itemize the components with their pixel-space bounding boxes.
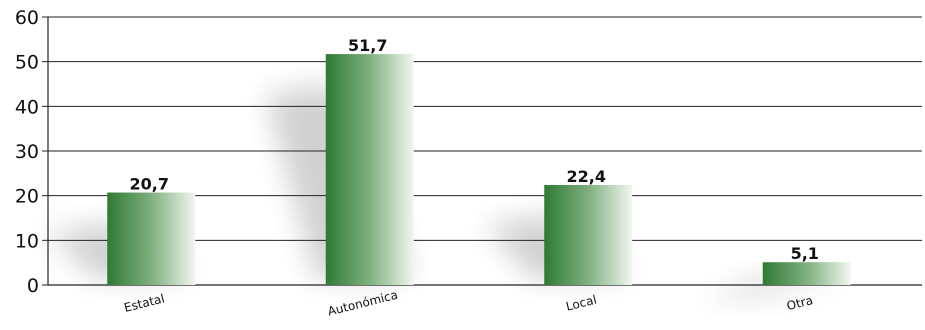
value-label: 51,7 <box>348 36 387 55</box>
x-tick-label: Autonómica <box>326 288 399 319</box>
bar-otra <box>762 262 851 285</box>
y-tick-label: 30 <box>15 141 39 163</box>
bar-estatal <box>107 192 196 285</box>
y-tick-label: 60 <box>15 7 39 29</box>
category-labels: Estatal Autonómica Local Otra <box>123 288 815 319</box>
value-label: 5,1 <box>791 244 819 263</box>
value-label: 22,4 <box>567 167 606 186</box>
x-tick-label: Estatal <box>123 291 166 315</box>
y-tick-label: 40 <box>15 96 39 118</box>
y-tick-label: 50 <box>15 52 39 74</box>
x-tick-label: Otra <box>785 293 814 313</box>
y-tick-label: 10 <box>15 230 39 252</box>
x-tick-label: Local <box>564 293 598 314</box>
y-tick-label: 0 <box>27 275 39 297</box>
bars <box>107 54 851 285</box>
bar-autonómica <box>325 54 414 285</box>
y-axis-ticks: 0 10 20 30 40 50 60 <box>15 7 48 297</box>
value-label: 20,7 <box>130 175 169 194</box>
value-labels: 20,7 51,7 22,4 5,1 <box>130 36 819 263</box>
bar-local <box>544 184 633 285</box>
y-tick-label: 20 <box>15 186 39 208</box>
